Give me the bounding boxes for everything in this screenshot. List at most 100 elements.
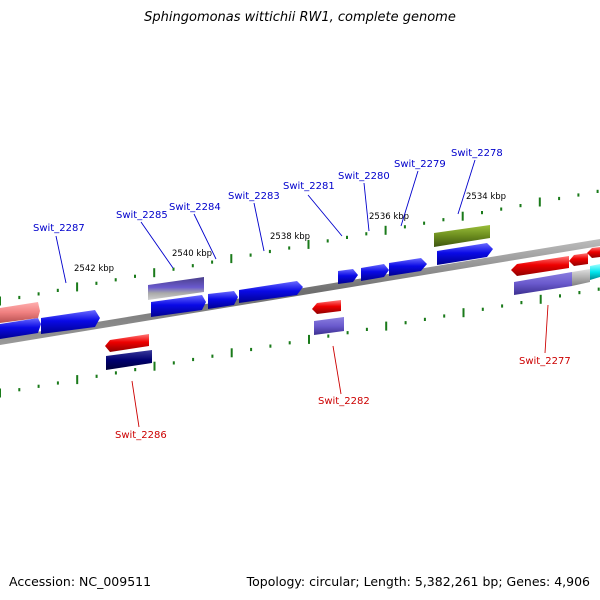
gene-arrow[interactable] <box>208 291 238 309</box>
gene-label-swit-2278[interactable]: Swit_2278 <box>451 148 503 159</box>
scale-minor-tick <box>519 204 522 208</box>
gene-arrow[interactable] <box>569 253 588 266</box>
scale-minor-tick <box>365 232 368 236</box>
scale-major-tick <box>230 254 233 264</box>
scale-minor-tick <box>423 317 426 321</box>
feature-block[interactable] <box>314 317 344 335</box>
gene-arrow[interactable] <box>587 247 600 258</box>
scale-major-tick <box>230 348 233 358</box>
gene-arrow[interactable] <box>239 281 303 303</box>
gene-label-swit-2284[interactable]: Swit_2284 <box>169 202 221 213</box>
scale-minor-tick <box>211 260 214 264</box>
scale-major-tick <box>153 268 156 278</box>
scale-minor-tick <box>37 384 40 388</box>
scale-minor-tick <box>520 301 523 305</box>
scale-label: 2538 kbp <box>270 232 310 242</box>
gene-label-swit-2286[interactable]: Swit_2286 <box>115 430 167 441</box>
genome-title: Sphingomonas wittichii RW1, complete gen… <box>144 10 456 25</box>
scale-minor-tick <box>501 304 504 308</box>
scale-line-upper <box>0 189 599 306</box>
scale-minor-tick <box>597 287 600 291</box>
scale-minor-tick <box>327 334 330 338</box>
scale-major-tick <box>0 296 1 306</box>
gene-arrow[interactable] <box>361 264 389 281</box>
gene-arrow[interactable] <box>389 258 427 276</box>
scale-minor-tick <box>134 368 137 372</box>
scale-major-tick <box>308 334 310 344</box>
scale-minor-tick <box>481 307 484 311</box>
scale-minor-tick <box>18 295 21 300</box>
scale-label: 2540 kbp <box>172 249 212 259</box>
scale-minor-tick <box>56 381 59 385</box>
gene-arrow[interactable] <box>151 295 206 317</box>
scale-label: 2542 kbp <box>74 264 114 274</box>
scale-minor-tick <box>95 374 98 378</box>
scale-minor-tick <box>172 267 175 271</box>
scale-minor-tick <box>442 218 445 222</box>
genome-backbone <box>0 239 600 345</box>
scale-major-tick <box>153 361 156 371</box>
scale-minor-tick <box>191 264 194 268</box>
forward-strand-genes <box>0 243 493 339</box>
gene-arrow[interactable] <box>511 256 569 276</box>
reverse-outer-features <box>106 264 600 370</box>
scale-minor-tick <box>56 288 59 292</box>
leader-lines-bottom <box>131 304 549 428</box>
scale-major-tick <box>538 197 541 207</box>
gene-labels-top: Swit_2287 Swit_2285 Swit_2284 Swit_2283 … <box>33 148 503 234</box>
gene-arrow[interactable] <box>105 334 149 352</box>
gene-label-swit-2285[interactable]: Swit_2285 <box>116 210 168 221</box>
scale-major-tick <box>385 321 388 331</box>
scale-minor-tick <box>288 341 291 345</box>
feature-block[interactable] <box>572 269 590 286</box>
feature-block[interactable] <box>106 350 152 370</box>
feature-block[interactable] <box>514 272 572 295</box>
gene-label-swit-2277[interactable]: Swit_2277 <box>519 356 571 367</box>
gene-labels-bottom: Swit_2286 Swit_2282 Swit_2277 <box>115 356 571 441</box>
gene-label-swit-2282[interactable]: Swit_2282 <box>318 396 370 407</box>
feature-block[interactable] <box>0 302 40 323</box>
scale-minor-tick <box>346 331 349 335</box>
scale-major-tick <box>76 282 79 292</box>
scale-minor-tick <box>559 294 561 298</box>
scale-minor-tick <box>403 225 406 229</box>
gene-label-swit-2279[interactable]: Swit_2279 <box>394 159 446 170</box>
feature-block[interactable] <box>148 277 204 300</box>
gene-label-swit-2281[interactable]: Swit_2281 <box>283 181 335 192</box>
gene-arrow[interactable] <box>41 310 100 334</box>
scale-minor-tick <box>250 347 253 352</box>
scale-minor-tick <box>481 211 483 215</box>
scale-minor-tick <box>578 291 581 295</box>
gene-label-swit-2283[interactable]: Swit_2283 <box>228 191 280 202</box>
scale-major-tick <box>384 225 387 235</box>
scale-minor-tick <box>365 327 368 331</box>
scale-minor-tick <box>192 357 195 362</box>
feature-block[interactable] <box>590 264 600 280</box>
scale-minor-tick <box>114 371 117 375</box>
scale-minor-tick <box>558 196 561 201</box>
scale-major-tick <box>76 375 79 385</box>
gene-arrow[interactable] <box>0 318 41 339</box>
scale-minor-tick <box>37 292 40 296</box>
scale-minor-tick <box>346 235 348 239</box>
gene-arrow[interactable] <box>437 243 493 265</box>
feature-block[interactable] <box>434 225 490 247</box>
scale-minor-tick <box>288 246 291 250</box>
scale-minor-tick <box>268 249 271 254</box>
gene-label-swit-2287[interactable]: Swit_2287 <box>33 223 85 234</box>
accession-label: Accession: NC_009511 <box>9 574 152 589</box>
scale-major-tick <box>539 294 542 304</box>
scale-line-lower <box>0 287 600 398</box>
scale-minor-tick <box>18 388 21 392</box>
scale-minor-tick <box>249 253 252 257</box>
scale-minor-tick <box>134 274 136 278</box>
gene-arrow[interactable] <box>312 300 341 314</box>
scale-label: 2534 kbp <box>466 192 506 202</box>
genome-summary: Topology: circular; Length: 5,382,261 bp… <box>246 574 590 589</box>
scale-minor-tick <box>423 221 426 225</box>
gene-arrow[interactable] <box>338 269 358 284</box>
gene-label-swit-2280[interactable]: Swit_2280 <box>338 171 390 182</box>
scale-minor-tick <box>172 361 175 365</box>
